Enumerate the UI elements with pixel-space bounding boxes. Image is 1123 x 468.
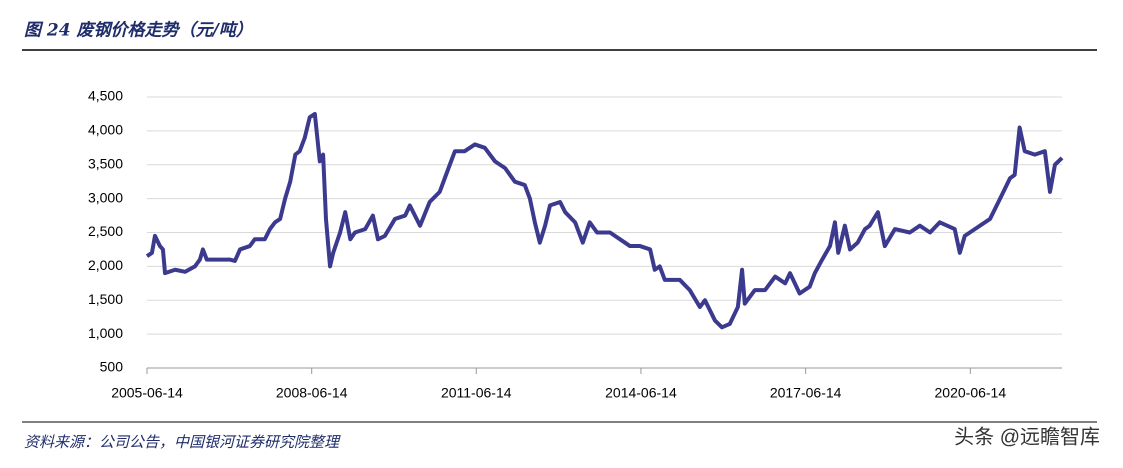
- x-tick-label: 2005-06-14: [111, 385, 183, 401]
- y-tick-label: 3,000: [88, 189, 123, 205]
- y-tick-label: 500: [100, 359, 124, 375]
- y-tick-label: 4,000: [88, 122, 123, 138]
- source-note: 资料来源：公司公告，中国银河证券研究院整理: [24, 433, 341, 451]
- x-tick-label: 2017-06-14: [770, 385, 842, 401]
- chart-title: 图 24 废钢价格走势（元/吨）: [24, 21, 253, 41]
- x-tick-label: 2011-06-14: [441, 385, 512, 401]
- x-tick-label: 2008-06-14: [276, 385, 348, 401]
- y-tick-label: 4,500: [88, 88, 123, 104]
- y-tick-label: 2,000: [88, 257, 123, 273]
- watermark: 头条 @远瞻智库: [954, 425, 1100, 448]
- y-tick-label: 1,000: [88, 325, 123, 341]
- x-tick-label: 2020-06-14: [935, 385, 1007, 401]
- y-tick-label: 3,500: [88, 155, 123, 171]
- y-tick-label: 1,500: [88, 291, 123, 307]
- y-tick-label: 2,500: [88, 223, 123, 239]
- price-line: [145, 111, 1064, 330]
- x-tick-label: 2014-06-14: [605, 385, 677, 401]
